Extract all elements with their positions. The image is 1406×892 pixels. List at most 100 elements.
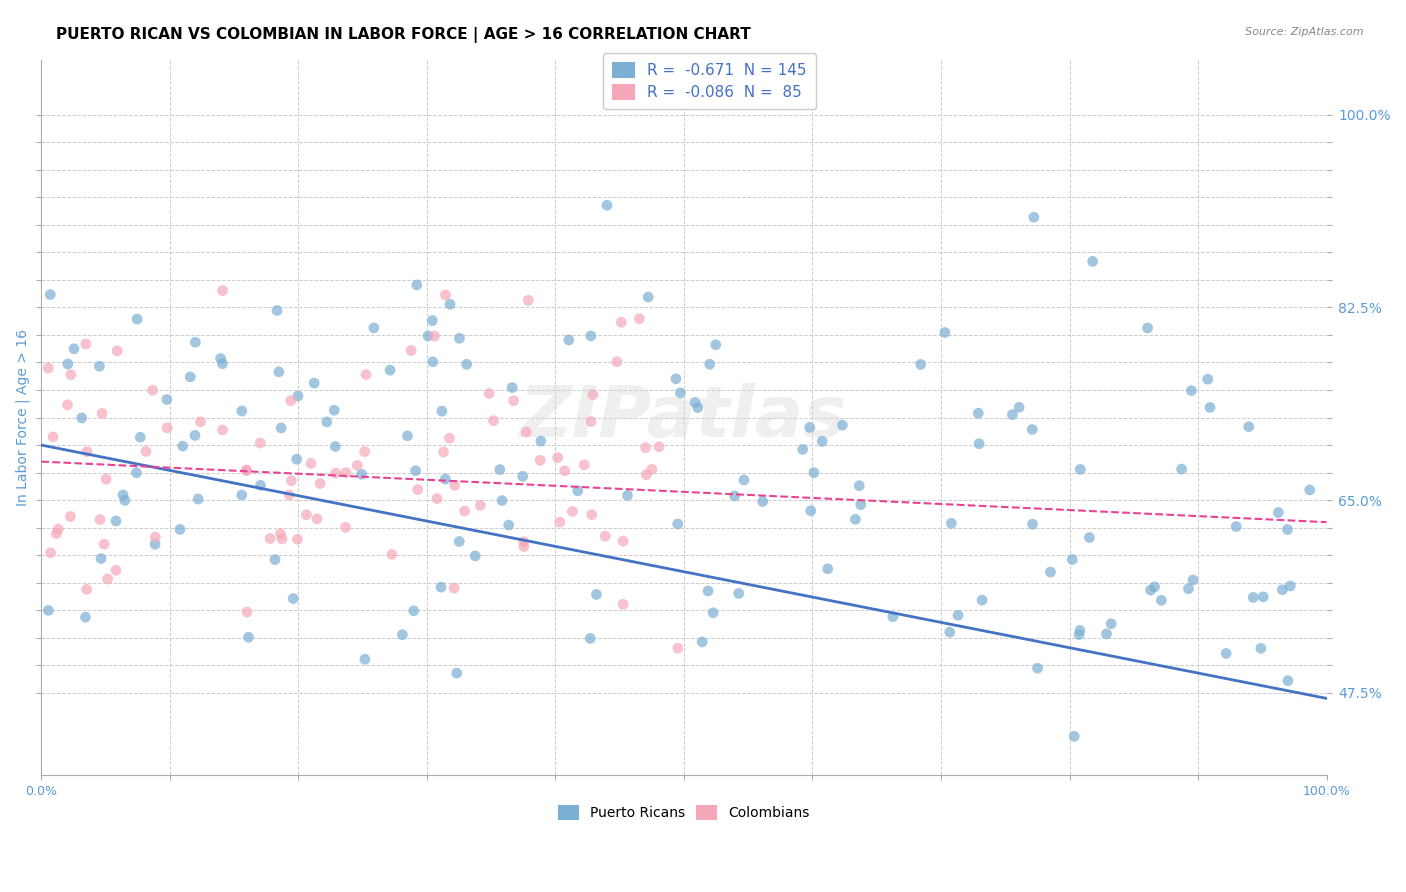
Point xyxy=(346,458,368,473)
Point xyxy=(172,439,194,453)
Point xyxy=(335,520,357,534)
Point xyxy=(1136,321,1159,335)
Point xyxy=(235,464,257,478)
Point xyxy=(179,370,201,384)
Point xyxy=(439,297,461,311)
Point xyxy=(488,462,510,476)
Point xyxy=(70,411,93,425)
Point xyxy=(143,537,166,551)
Point xyxy=(430,580,453,594)
Point xyxy=(1215,647,1237,661)
Point xyxy=(125,466,148,480)
Point xyxy=(470,499,492,513)
Point xyxy=(1022,211,1045,225)
Point xyxy=(271,532,294,546)
Point xyxy=(502,393,524,408)
Point xyxy=(156,392,179,407)
Point xyxy=(432,445,454,459)
Point xyxy=(75,610,97,624)
Point xyxy=(1177,582,1199,596)
Point xyxy=(1001,408,1024,422)
Point xyxy=(315,415,337,429)
Point xyxy=(187,491,209,506)
Point xyxy=(446,666,468,681)
Point xyxy=(280,474,302,488)
Point xyxy=(267,365,290,379)
Point xyxy=(211,357,233,371)
Point xyxy=(399,343,422,358)
Point xyxy=(1237,419,1260,434)
Point xyxy=(515,425,537,439)
Point xyxy=(1026,661,1049,675)
Point xyxy=(803,466,825,480)
Point xyxy=(439,431,461,445)
Point xyxy=(1150,593,1173,607)
Point xyxy=(1241,591,1264,605)
Point xyxy=(561,504,583,518)
Point xyxy=(104,514,127,528)
Point xyxy=(111,488,134,502)
Point xyxy=(381,547,404,561)
Point xyxy=(423,329,446,343)
Point xyxy=(156,421,179,435)
Point xyxy=(104,563,127,577)
Point xyxy=(56,398,79,412)
Point xyxy=(612,598,634,612)
Point xyxy=(426,491,449,506)
Point xyxy=(287,389,309,403)
Point xyxy=(641,462,664,476)
Point xyxy=(76,582,98,597)
Point xyxy=(299,457,322,471)
Point xyxy=(231,404,253,418)
Point xyxy=(817,562,839,576)
Point xyxy=(596,198,619,212)
Point xyxy=(579,329,602,343)
Point xyxy=(97,572,120,586)
Point xyxy=(574,458,596,472)
Point xyxy=(143,530,166,544)
Point xyxy=(669,385,692,400)
Point xyxy=(354,652,377,666)
Point xyxy=(42,430,65,444)
Point xyxy=(628,311,651,326)
Point xyxy=(443,478,465,492)
Point xyxy=(844,512,866,526)
Point xyxy=(1063,729,1085,743)
Point xyxy=(405,464,427,478)
Point xyxy=(512,534,534,549)
Point xyxy=(235,463,257,477)
Point xyxy=(637,290,659,304)
Point xyxy=(934,326,956,340)
Point xyxy=(449,331,471,345)
Point xyxy=(416,329,439,343)
Point xyxy=(287,533,309,547)
Point xyxy=(309,476,332,491)
Point xyxy=(939,625,962,640)
Point xyxy=(406,483,429,497)
Point xyxy=(593,529,616,543)
Point xyxy=(1267,506,1289,520)
Point xyxy=(1182,573,1205,587)
Point xyxy=(37,603,59,617)
Point xyxy=(799,420,821,434)
Point xyxy=(666,641,689,656)
Point xyxy=(831,418,853,433)
Point xyxy=(1008,401,1031,415)
Point xyxy=(434,288,457,302)
Point xyxy=(849,498,872,512)
Point xyxy=(733,473,755,487)
Point xyxy=(430,404,453,418)
Point xyxy=(453,504,475,518)
Point xyxy=(517,293,540,308)
Point xyxy=(811,434,834,449)
Point xyxy=(464,549,486,563)
Point xyxy=(325,440,347,454)
Point xyxy=(190,415,212,429)
Point xyxy=(434,472,457,486)
Point xyxy=(249,478,271,492)
Point xyxy=(127,312,149,326)
Point xyxy=(211,284,233,298)
Point xyxy=(1170,462,1192,476)
Point xyxy=(1095,627,1118,641)
Point xyxy=(581,508,603,522)
